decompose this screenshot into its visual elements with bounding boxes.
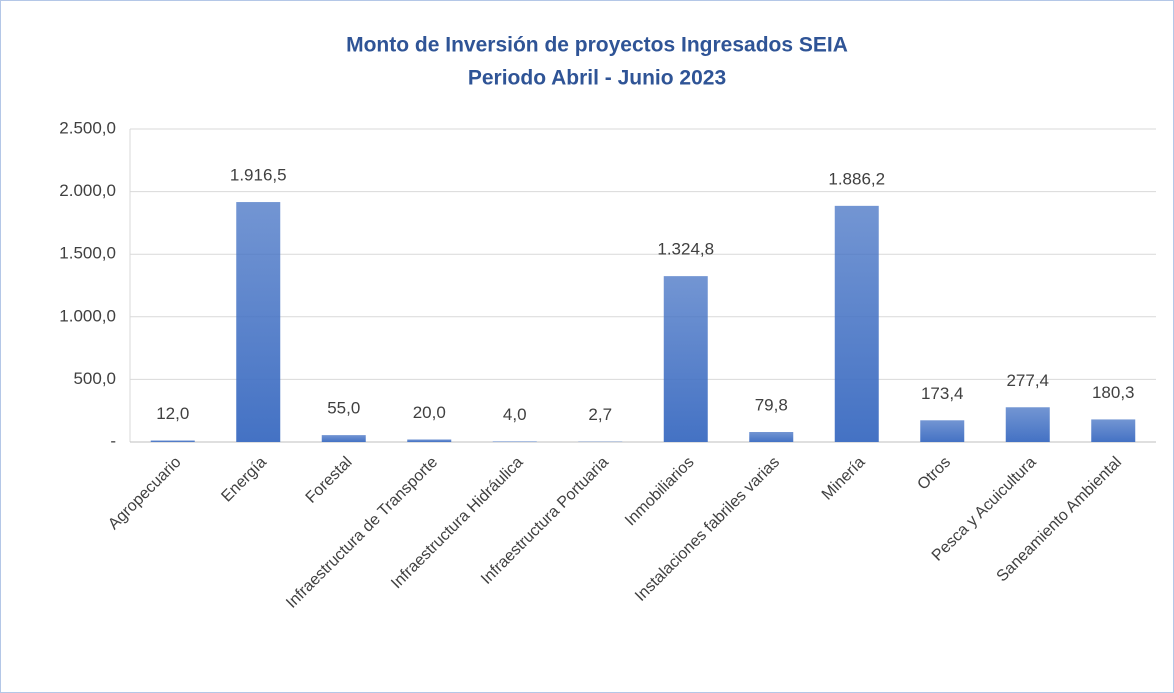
y-tick-label: 1.000,0 — [59, 306, 116, 325]
data-label: 55,0 — [327, 399, 360, 418]
data-label: 180,3 — [1092, 383, 1135, 402]
data-label: 1.886,2 — [828, 169, 885, 188]
y-tick-label: - — [110, 431, 116, 450]
bar — [1091, 419, 1136, 442]
bar — [492, 441, 537, 442]
data-label: 1.324,8 — [657, 240, 714, 259]
y-tick-label: 1.500,0 — [59, 244, 116, 263]
y-tick-label: 2.500,0 — [59, 118, 116, 137]
data-label: 277,4 — [1006, 371, 1049, 390]
data-label: 79,8 — [755, 395, 788, 414]
bar — [749, 432, 794, 442]
bar — [150, 440, 195, 442]
chart-subtitle: Periodo Abril - Junio 2023 — [468, 67, 726, 90]
data-label: 20,0 — [413, 403, 446, 422]
chart-title: Monto de Inversión de proyectos Ingresad… — [346, 34, 848, 57]
data-label: 4,0 — [503, 405, 527, 424]
bar — [663, 276, 708, 442]
bar — [1005, 407, 1050, 442]
data-label: 173,4 — [921, 384, 964, 403]
y-tick-label: 2.000,0 — [59, 181, 116, 200]
y-tick-label: 500,0 — [73, 369, 116, 388]
data-label: 12,0 — [156, 404, 189, 423]
bar — [236, 202, 281, 442]
bar — [834, 205, 879, 442]
bar — [920, 420, 965, 442]
bar — [407, 439, 452, 442]
bar — [321, 435, 366, 442]
data-label: 2,7 — [588, 405, 612, 424]
data-label: 1.916,5 — [230, 166, 287, 185]
